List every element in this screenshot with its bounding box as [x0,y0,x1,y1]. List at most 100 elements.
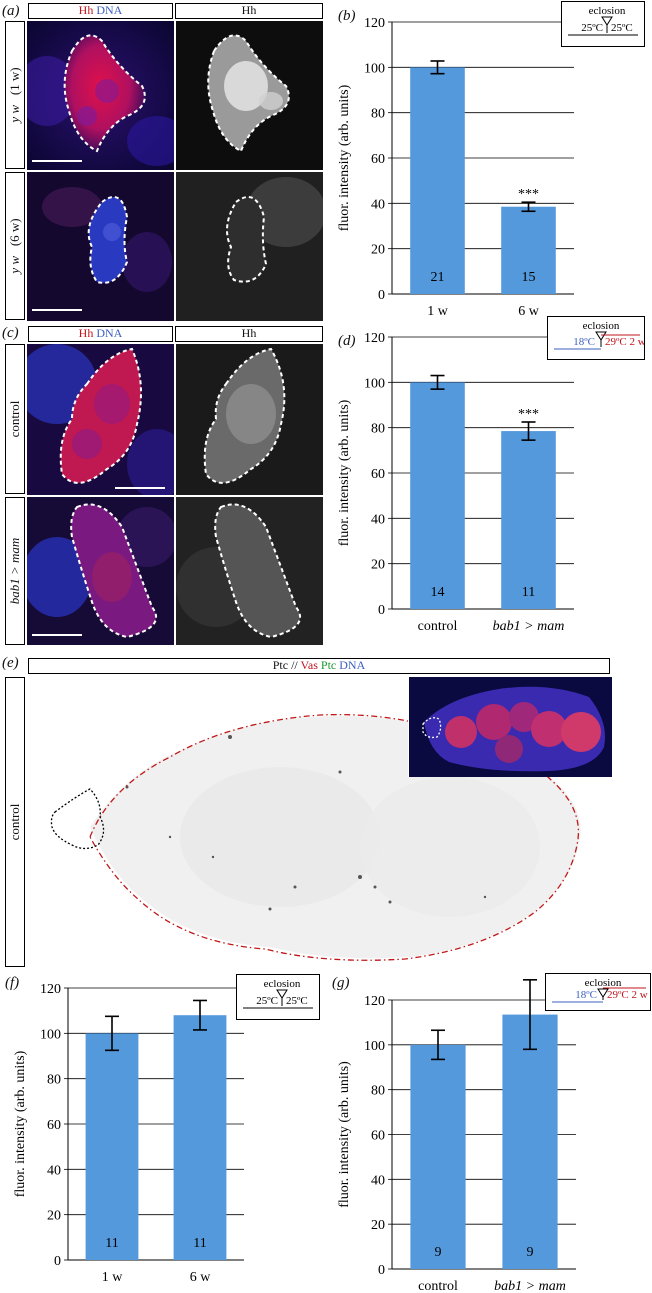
y-tick-label: 40 [371,512,385,527]
header-part: DNA [96,3,123,17]
y-tick-label: 0 [378,603,385,618]
y-tick-label: 0 [378,288,385,303]
triangle-down-icon [595,331,607,341]
panel-e-control-label: control [7,803,22,841]
y-tick-label: 40 [371,197,385,212]
legend-right-temp: 25ºC [611,22,633,34]
legend-f: eclosion 25ºC 25ºC [236,974,320,1020]
panel-c-row1-label: control [5,344,25,494]
micrograph-c-hh-bab1 [176,497,323,645]
header-part: Hh [78,326,94,340]
y-tick-label: 60 [371,1129,385,1144]
y-axis-label: fluor. intensity (arb. units) [337,399,352,546]
y-tick-label: 0 [54,1254,61,1269]
legend-title: eclosion [583,320,620,332]
panel-a-row2-label: y w (6 w) [5,172,25,320]
x-tick-label: 1 w [427,304,449,319]
y-tick-label: 100 [364,376,385,391]
triangle-down-icon [601,16,613,26]
y-tick-label: 100 [40,1027,61,1042]
triangle-down-icon [276,989,288,999]
panel-f-letter: (f) [5,975,20,991]
panel-g-letter: (g) [332,975,350,991]
chart-d-svg: 0 20 40 60 80 100 120 fluor. intensity (arb. un… [337,331,574,634]
micrograph-c-merge-control [27,344,174,495]
legend-d: eclosion 18ºC 29ºC 2 w [547,316,646,360]
y-tick-label: 60 [47,1118,61,1133]
x-tick-label: bab1 > mam [494,1279,566,1293]
y-axis-label: fluor. intensity (arb. units) [13,1050,28,1197]
header-part: Ptc [320,658,337,672]
legend-title: eclosion [264,978,301,990]
y-tick-label: 80 [371,1084,385,1099]
legend-right-temp: 29ºC 2 w [607,989,648,1001]
y-tick-label: 40 [47,1163,61,1178]
sample-count-label: 9 [435,1245,442,1260]
micrograph-e-inset-merge [408,677,612,777]
legend-title: eclosion [589,5,626,17]
legend-left-temp: 18ºC [575,989,597,1001]
sample-count-label: 14 [431,585,445,600]
significance-label: *** [518,187,539,202]
bar [410,67,465,294]
row1-genotype: y w [7,104,22,123]
x-tick-label: bab1 > mam [493,619,565,634]
micrograph-a-hh-6w [176,172,323,321]
panel-c-control-label: control [7,400,22,438]
bar [85,1033,139,1260]
panel-b-letter: (b) [338,8,356,24]
header-part: DNA [96,326,123,340]
panel-e-header: Ptc // Vas Ptc DNA [28,658,610,674]
bar [501,206,556,294]
y-axis-label: fluor. intensity (arb. units) [337,84,352,231]
sample-count-label: 11 [193,1236,206,1251]
bar [173,1015,227,1260]
legend-b: eclosion 25ºC 25ºC [561,1,645,47]
panel-c-header-right: Hh [175,326,323,342]
y-tick-label: 100 [364,61,385,76]
legend-title: eclosion [585,977,622,989]
chart-f-svg: 0 20 40 60 80 100 120 fluor. intensity (arb. un… [13,982,244,1285]
y-tick-label: 20 [371,558,385,573]
panel-d-letter: (d) [338,333,356,349]
micrograph-c-hh-control [176,344,323,495]
header-part: Vas [300,658,318,672]
chart-b: 0 20 40 60 80 100 120 fluor. intensity (arb. un… [326,0,652,320]
sample-count-label: 11 [105,1236,118,1251]
y-tick-label: 20 [47,1209,61,1224]
bar [501,431,556,609]
row2-genotype: y w [7,255,22,274]
y-tick-label: 60 [371,152,385,167]
legend-left-temp: 25ºC [581,22,603,34]
legend-left-temp: 25ºC [256,995,278,1007]
panel-c-bab1-label: bab1 > mam [7,537,22,605]
y-tick-label: 120 [364,16,385,31]
panel-e-side-label: control [5,677,25,967]
x-tick-label: control [418,619,458,634]
panel-c-row2-label: bab1 > mam [5,497,25,645]
y-tick-label: 80 [47,1073,61,1088]
micrograph-a-hh-1w [176,21,323,170]
x-tick-label: 6 w [190,1270,212,1285]
bar [502,1014,558,1269]
significance-label: *** [518,407,539,422]
header-part: DNA [339,658,366,672]
sample-count-label: 21 [431,270,445,285]
y-tick-label: 120 [40,982,61,997]
y-tick-label: 60 [371,467,385,482]
bar [410,382,465,609]
legend-right-temp: 25ºC [286,995,308,1007]
panel-a-row1-label: y w (1 w) [5,21,25,169]
panel-c-letter: (c) [2,325,19,341]
chart-b-svg: 0 20 40 60 80 100 120 fluor. intensity (arb. un… [337,16,574,319]
x-tick-label: 1 w [102,1270,124,1285]
y-tick-label: 0 [378,1263,385,1278]
legend-left-temp: 18ºC [573,336,595,348]
panel-a-header-right: Hh [175,3,323,19]
y-tick-label: 120 [364,331,385,346]
y-tick-label: 100 [364,1039,385,1054]
chart-d: 0 20 40 60 80 100 120 fluor. intensity (arb. un… [326,320,652,640]
row1-age: (1 w) [7,67,22,96]
legend-g: eclosion 18ºC 29ºC 2 w [545,973,651,1011]
y-tick-label: 40 [371,1173,385,1188]
